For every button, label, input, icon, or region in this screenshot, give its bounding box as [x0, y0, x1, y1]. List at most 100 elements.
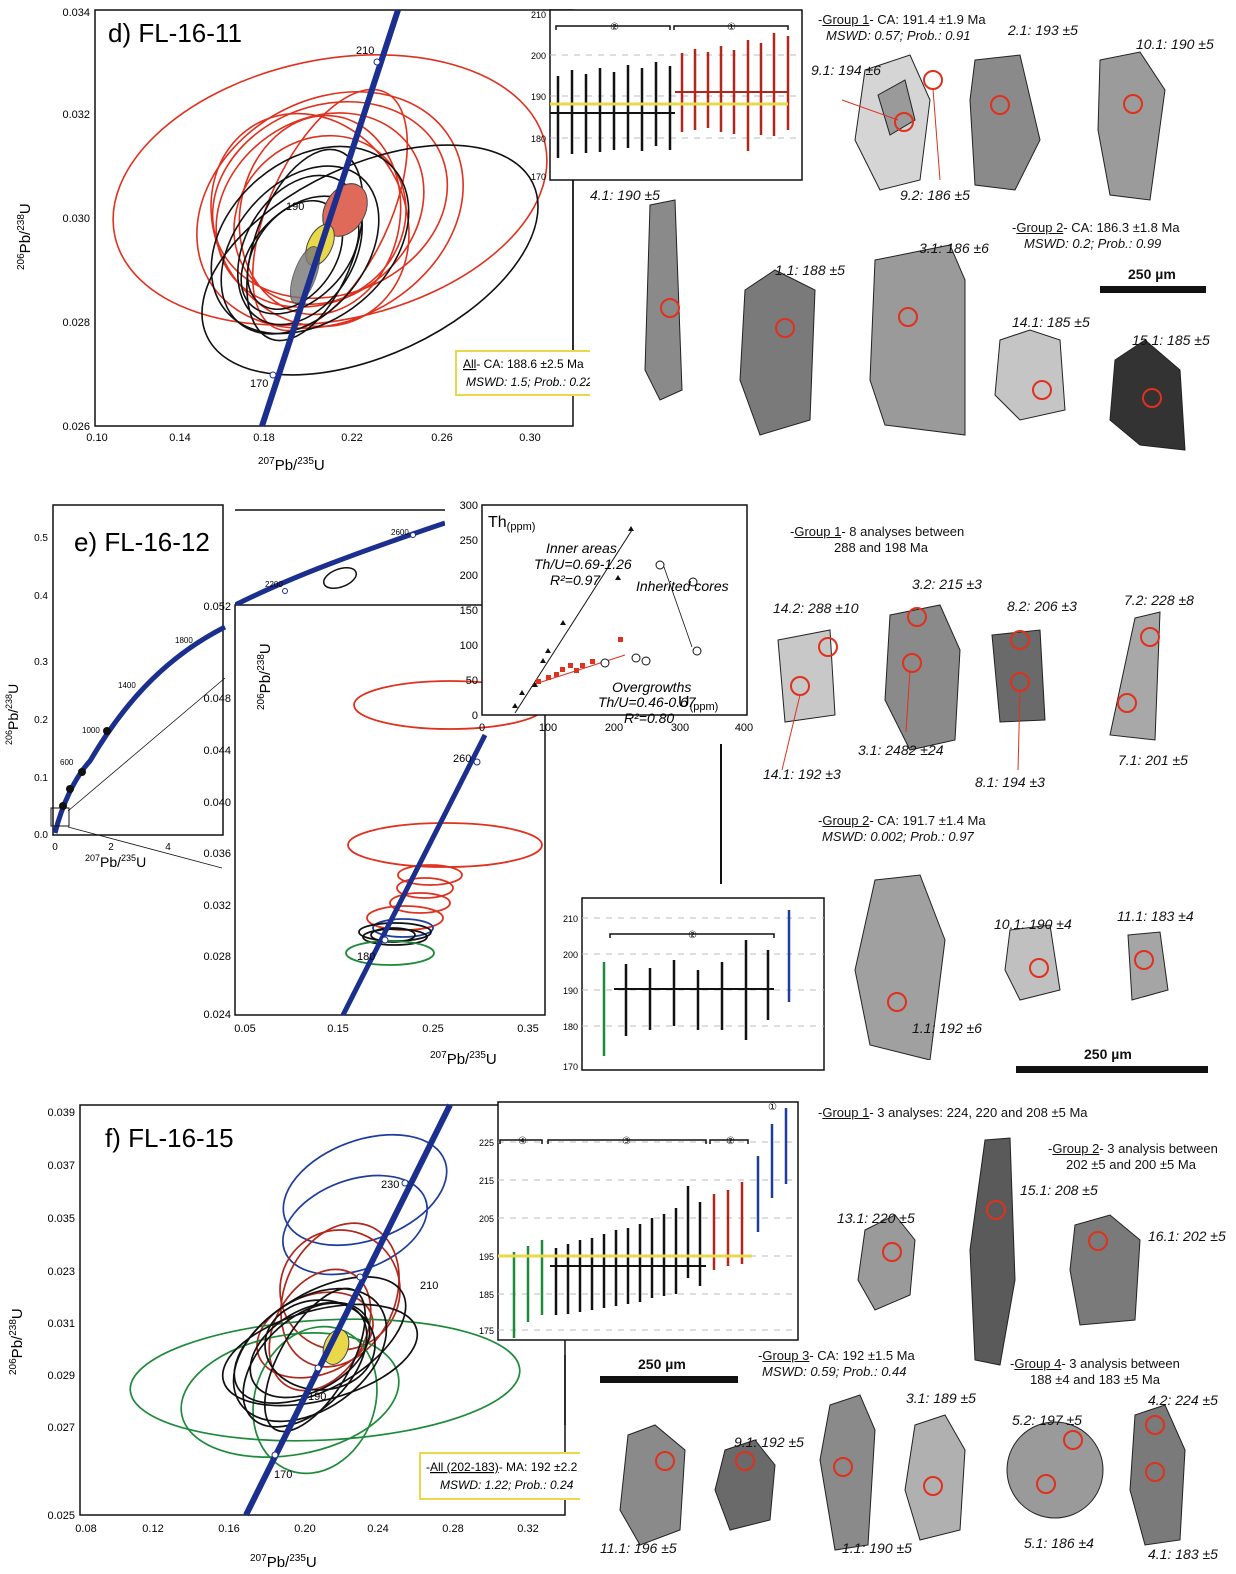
thu-ytick: 200 [460, 570, 478, 582]
zoom-ytick: 0.052 [203, 601, 231, 613]
inset-xtick: 0 [52, 842, 58, 853]
panel-d-title: d) FL-16-11 [108, 18, 242, 48]
thu-xtick: 100 [539, 722, 557, 734]
panel-f-weighted-mean-plot: 225 215 205 195 185 175 ④ ③ ② ① [479, 1101, 799, 1341]
panel-d-group2-stats: MSWD: 0.2; Prob.: 0.99 [1024, 236, 1162, 251]
panel-f-ytick: 0.029 [47, 1370, 75, 1382]
panel-e-group2-stats: MSWD: 0.002; Prob.: 0.97 [822, 829, 974, 844]
wm-group-label: ③ [622, 1136, 631, 1147]
grain-label: 2.1: 193 ±5 [1008, 22, 1078, 38]
grain-label: 4.2: 224 ±5 [1148, 1392, 1218, 1408]
inset-age: 2600 [391, 528, 409, 537]
grain-label: 15.1: 208 ±5 [1020, 1182, 1098, 1198]
panel-d-weighted-mean-plot: 210 200 190 180 170 ② ① [531, 9, 803, 182]
panel-d-group1-caption: -Group 1- CA: 191.4 ±1.9 Ma [818, 12, 986, 27]
zoom-xtick: 0.25 [422, 1023, 443, 1035]
wm-ytick: 180 [563, 1022, 578, 1032]
wm-ytick: 210 [531, 10, 546, 20]
grain-label: 7.2: 228 ±8 [1124, 592, 1194, 608]
panel-d-group1-stats: MSWD: 0.57; Prob.: 0.91 [826, 28, 971, 43]
panel-f-scale-bar [600, 1376, 738, 1383]
panel-d-xtick: 0.10 [86, 432, 107, 444]
thu-over-ratio: Th/U=0.46-0.67 [598, 694, 697, 710]
panel-d-xtick: 0.30 [519, 432, 540, 444]
wm-ytick: 185 [479, 1290, 494, 1300]
wm-ytick: 190 [531, 92, 546, 102]
panel-e-scale-bar [1016, 1066, 1208, 1073]
thu-inner-r2: R²=0.97 [550, 572, 601, 588]
panel-f-title: f) FL-16-15 [105, 1123, 234, 1153]
wm-ytick: 210 [563, 914, 578, 924]
panel-f-xtick: 0.24 [367, 1523, 388, 1535]
panel-d-ytick: 0.032 [62, 109, 90, 121]
wm-ytick: 175 [479, 1326, 494, 1336]
thu-xlabel: U(ppm) [678, 694, 718, 713]
wm-ytick: 200 [563, 950, 578, 960]
svg-text:206Pb/238U: 206Pb/238U [8, 1308, 26, 1375]
inset-age: 1800 [175, 636, 193, 645]
panel-d-xtick: 0.26 [431, 432, 452, 444]
panel-f-ytick: 0.031 [47, 1318, 75, 1330]
panel-d-age-170: 170 [250, 378, 268, 390]
grain-label: 3.2: 215 ±3 [912, 576, 982, 592]
grain-label: 14.1: 185 ±5 [1012, 314, 1090, 330]
inset-age: 600 [60, 758, 74, 767]
thu-over-r2: R²=0.80 [624, 710, 674, 726]
panel-f-zircon-images [619, 1137, 1186, 1551]
panel-f-xtick: 0.16 [218, 1523, 239, 1535]
thu-xtick: 200 [605, 722, 623, 734]
thu-inherited-label: Inherited cores [636, 578, 729, 594]
panel-e-inset-ylabel: 206Pb/238U [4, 684, 21, 745]
panel-d-group2-caption: -Group 2- CA: 186.3 ±1.8 Ma [1012, 220, 1180, 235]
wm-group-label: ① [768, 1102, 777, 1113]
panel-f-ytick: 0.035 [47, 1213, 75, 1225]
panel-e-group2-caption: -Group 2- CA: 191.7 ±1.4 Ma [818, 813, 986, 828]
wm-ytick: 170 [563, 1062, 578, 1072]
panel-d-summary-line2: MSWD: 1.5; Prob.: 0.22 [466, 375, 590, 389]
wm-group-label: ④ [518, 1136, 527, 1147]
inset-xtick: 4 [165, 842, 171, 853]
panel-f-group4-caption: -Group 4- 3 analysis between [1010, 1356, 1180, 1371]
grain-label: 4.1: 190 ±5 [590, 187, 660, 203]
zoom-age: 260 [453, 753, 471, 765]
panel-f-group4-caption-2: 188 ±4 and 183 ±5 Ma [1030, 1372, 1160, 1387]
panel-f-age: 170 [274, 1469, 292, 1481]
panel-f-ytick: 0.023 [47, 1266, 75, 1278]
grain-label: 10.1: 190 ±4 [994, 916, 1072, 932]
wm-ytick: 200 [531, 51, 546, 61]
panel-f-summary-line2: MSWD: 1.22; Prob.: 0.24 [440, 1478, 574, 1492]
grain-label: 9.1: 192 ±5 [734, 1434, 804, 1450]
panel-d-scale-bar [1100, 286, 1206, 293]
grain-label: 3.1: 189 ±5 [906, 1390, 976, 1406]
wm-group-label: ② [610, 22, 619, 33]
wm-ytick: 180 [531, 134, 546, 144]
grain-label: 15.1: 185 ±5 [1132, 332, 1210, 348]
thu-ytick: 150 [460, 605, 478, 617]
panel-e-zircon-images [777, 604, 1169, 1060]
inset-ytick: 0.4 [34, 591, 48, 602]
panel-f-summary-line1: -All (202-183)- MA: 192 ±2.2 Ma [426, 1460, 580, 1474]
panel-d-xtick: 0.14 [169, 432, 190, 444]
wm-ytick: 225 [479, 1138, 494, 1148]
thu-xtick: 0 [479, 722, 485, 734]
grain-label: 4.1: 183 ±5 [1148, 1546, 1218, 1562]
thu-xtick: 400 [735, 722, 753, 734]
svg-text:207Pb/235U: 207Pb/235U [85, 853, 146, 870]
grain-label: 13.1: 220 ±5 [837, 1210, 915, 1226]
panel-e-scale-label: 250 µm [1084, 1046, 1132, 1062]
svg-text:207Pb/235U: 207Pb/235U [430, 1050, 497, 1068]
panel-d-xtick: 0.18 [253, 432, 274, 444]
thu-inner-ratio: Th/U=0.69-1.26 [534, 556, 632, 572]
zoom-ytick: 0.032 [203, 900, 231, 912]
zoom-ytick: 0.036 [203, 848, 231, 860]
panel-f-age: 230 [381, 1179, 399, 1191]
panel-f-ytick: 0.039 [47, 1107, 75, 1119]
grain-label: 1.1: 190 ±5 [842, 1540, 912, 1556]
panel-f-group2-caption: -Group 2- 3 analysis between [1048, 1141, 1218, 1156]
inset-xtick: 2 [108, 842, 114, 853]
inset-age: 1000 [82, 726, 100, 735]
panel-d-scale-label: 250 µm [1128, 266, 1176, 282]
panel-f-ytick: 0.025 [47, 1510, 75, 1522]
grain-label: 11.1: 183 ±4 [1117, 908, 1194, 924]
panel-f-ylabel: 206Pb/238U [8, 1308, 26, 1375]
